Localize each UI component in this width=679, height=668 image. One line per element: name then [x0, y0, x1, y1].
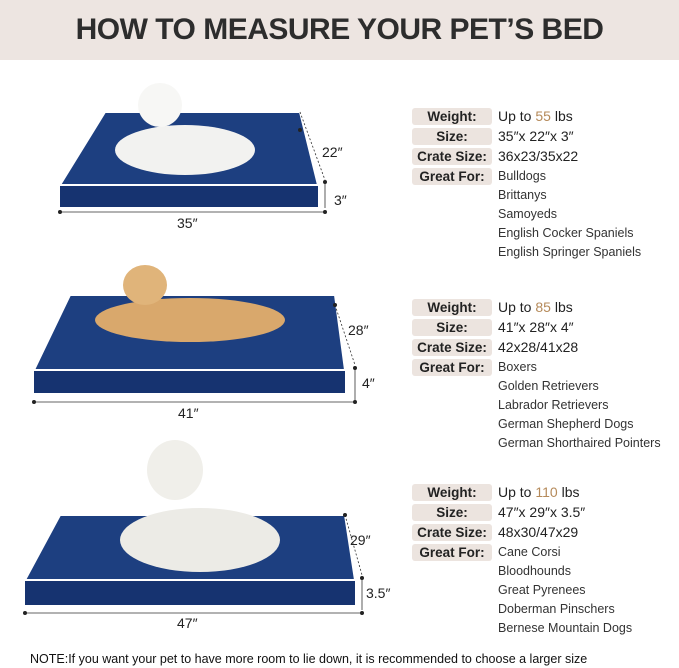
bed2-height: 4″ — [362, 375, 375, 391]
weight-value: Up to 55 lbs — [498, 108, 573, 124]
breed-item: Bernese Mountain Dogs — [498, 621, 633, 635]
bed-small — [58, 83, 327, 214]
breed-item: Bulldogs — [498, 168, 546, 183]
breed-item: German Shorthaired Pointers — [498, 436, 661, 450]
crate-value: 36x23/35x22 — [498, 148, 579, 164]
bed3-width: 29″ — [350, 532, 371, 548]
great-for-label: Great For: — [412, 543, 492, 561]
breed-item: German Shepherd Dogs — [498, 417, 634, 431]
breed-item: Brittanys — [498, 188, 547, 202]
crate-label: Crate Size: — [412, 147, 492, 165]
crate-label: Crate Size: — [412, 338, 492, 356]
bed2-width: 28″ — [348, 322, 369, 338]
dog-golden-retriever — [95, 298, 285, 342]
weight-value: Up to 110 lbs — [498, 484, 580, 500]
breed-item: Boxers — [498, 359, 537, 374]
bed1-height: 3″ — [334, 192, 347, 208]
weight-value: Up to 85 lbs — [498, 299, 573, 315]
header-band: HOW TO MEASURE YOUR PET’S BED — [0, 0, 679, 60]
weight-label: Weight: — [412, 483, 492, 501]
dog-head — [138, 83, 182, 127]
spec-block-medium: Weight: Up to 85 lbs Size: 41″x 28″x 4″ Cr… — [412, 297, 677, 453]
weight-label: Weight: — [412, 107, 492, 125]
bed3-height: 3.5″ — [366, 585, 391, 601]
bed-side — [60, 185, 318, 207]
bed-medium — [32, 265, 357, 404]
width-line — [334, 304, 356, 366]
bed-side — [34, 370, 345, 393]
size-value: 35″x 22″x 3″ — [498, 128, 574, 144]
great-for-label: Great For: — [412, 358, 492, 376]
size-note: NOTE:If you want your pet to have more r… — [30, 652, 588, 666]
size-value: 47″x 29″x 3.5″ — [498, 504, 586, 520]
size-label: Size: — [412, 127, 492, 145]
breed-item: English Springer Spaniels — [498, 245, 642, 259]
spec-block-large: Weight: Up to 110 lbs Size: 47″x 29″x 3.5″… — [412, 482, 677, 638]
crate-label: Crate Size: — [412, 523, 492, 541]
bed1-width: 22″ — [322, 144, 343, 160]
breed-item: Labrador Retrievers — [498, 398, 609, 412]
size-value: 41″x 28″x 4″ — [498, 319, 574, 335]
bed-side — [25, 580, 355, 605]
crate-value: 48x30/47x29 — [498, 524, 579, 540]
page-title: HOW TO MEASURE YOUR PET’S BED — [75, 13, 604, 46]
dog-head — [147, 440, 203, 500]
weight-label: Weight: — [412, 298, 492, 316]
breed-item: Bloodhounds — [498, 564, 571, 578]
breed-item: English Cocker Spaniels — [498, 226, 634, 240]
size-label: Size: — [412, 503, 492, 521]
breed-item: Golden Retrievers — [498, 379, 599, 393]
spec-block-small: Weight: Up to 55 lbs Size: 35″x 22″x 3″ Cr… — [412, 106, 677, 262]
breed-item: Great Pyrenees — [498, 583, 586, 597]
bed-large — [23, 440, 364, 615]
crate-value: 42x28/41x28 — [498, 339, 579, 355]
breed-item: Doberman Pinschers — [498, 602, 615, 616]
dog-large-white — [120, 508, 280, 572]
size-label: Size: — [412, 318, 492, 336]
bed2-length: 41″ — [178, 405, 199, 421]
bed1-length: 35″ — [177, 215, 198, 231]
dog-head — [123, 265, 167, 305]
great-for-label: Great For: — [412, 167, 492, 185]
width-line — [299, 111, 326, 181]
bed3-length: 47″ — [177, 615, 198, 631]
breed-item: Samoyeds — [498, 207, 558, 221]
dog-samoyed — [115, 125, 255, 175]
breed-item: Cane Corsi — [498, 544, 561, 559]
